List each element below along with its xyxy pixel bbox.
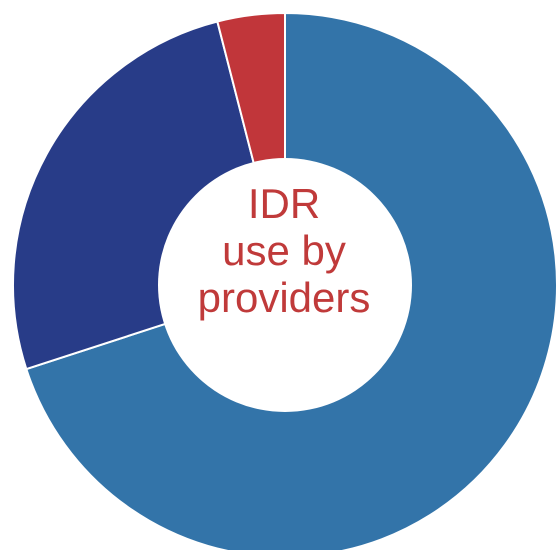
center-title-line-2: use by [222, 227, 346, 275]
center-title-line-1: IDR [247, 180, 321, 227]
donut-hole [158, 158, 412, 412]
center-title: IDR use by providers [149, 180, 419, 321]
center-title-line-3: providers [197, 274, 371, 322]
